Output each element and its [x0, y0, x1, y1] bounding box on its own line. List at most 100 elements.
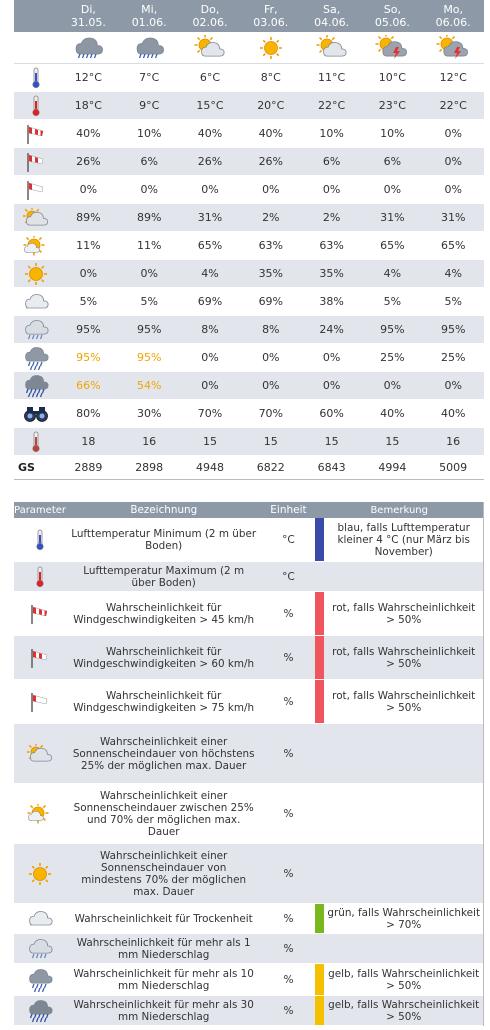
legend-row: Wahrscheinlichkeit für Windgeschwindigke…	[14, 680, 483, 724]
legend-remark	[324, 562, 483, 591]
partly-sunny-icon	[27, 803, 53, 824]
legend-icon-cell	[14, 910, 66, 928]
value-cell: 35%	[319, 267, 344, 280]
legend-icon-cell	[14, 603, 66, 625]
value-cell: 30%	[136, 407, 162, 420]
value-cell: 69%	[197, 295, 223, 308]
rain-cloud-icon	[71, 35, 105, 61]
legend-color-bar	[315, 964, 325, 995]
gs-row: GS 2889 2898 4948 6822 6843 4994 5009	[14, 456, 484, 480]
value-cell: 10°C	[378, 71, 406, 84]
windsock-45-icon	[29, 603, 51, 625]
value-cell: 2%	[262, 211, 280, 224]
legend-remark: rot, falls Wahrscheinlichkeit > 50%	[332, 645, 476, 670]
legend-header-bezeichnung: Bezeichnung	[130, 504, 198, 516]
day-header: Fr, 03.06.	[240, 0, 301, 32]
value-cell: 15°C	[196, 99, 224, 112]
weather-icon-cell	[423, 34, 484, 61]
weather-icon-cell	[362, 34, 423, 61]
day-header: Di, 31.05.	[58, 0, 119, 32]
legend-row: Lufttemperatur Minimum (2 m über Boden) °…	[14, 518, 483, 562]
legend-row: Wahrscheinlichkeit für Trockenheit% grün,…	[14, 904, 483, 934]
value-cell: 40%	[440, 407, 466, 420]
thermometer-blue-icon	[31, 67, 41, 89]
forecast-row: 12°C 7°C 6°C 8°C 11°C 10°C 12°C	[14, 64, 484, 92]
legend-description: Lufttemperatur Minimum (2 m über Boden)	[71, 527, 257, 552]
value-cell: 0%	[262, 351, 280, 364]
day-name: Mo,	[443, 3, 464, 16]
value-cell: 89%	[136, 211, 162, 224]
value-cell: 15	[202, 435, 217, 448]
forecast-row: 18°C 9°C 15°C 20°C 22°C 23°C 22°C	[14, 92, 484, 120]
forecast-row: 11% 11% 65% 63% 63% 65% 65%	[14, 232, 484, 260]
legend-remark: rot, falls Wahrscheinlichkeit > 50%	[332, 689, 476, 714]
value-cell: 65%	[197, 239, 223, 252]
light-rain-icon	[26, 938, 54, 960]
value-cell: 12°C	[74, 71, 102, 84]
forecast-row: 95% 95% 0% 0% 0% 25% 25%	[14, 344, 484, 372]
value-cell: 9°C	[139, 99, 160, 112]
legend-remark	[324, 724, 483, 783]
legend-remark-cell: blau, falls Lufttemperatur kleiner 4 °C …	[315, 518, 483, 561]
value-cell: 31%	[197, 211, 223, 224]
legend-row: Wahrscheinlichkeit für Windgeschwindigke…	[14, 592, 483, 636]
day-name: Fr,	[264, 3, 278, 16]
legend-color-bar	[315, 636, 325, 679]
legend-unit: %	[283, 747, 294, 760]
legend-row: Wahrscheinlichkeit für mehr als 1 mm Nie…	[14, 934, 483, 964]
day-name: Do,	[200, 3, 220, 16]
legend-remark	[324, 934, 483, 963]
day-header: So, 05.06.	[362, 0, 423, 32]
value-cell: 8%	[201, 323, 219, 336]
header-spacer	[14, 0, 58, 32]
row-icon-cell	[14, 92, 58, 119]
value-cell: 95%	[76, 323, 101, 336]
sun-cloud-icon	[193, 34, 227, 61]
value-cell: 0%	[201, 351, 219, 364]
forecast-row: 89% 89% 31% 2% 2% 31% 31%	[14, 204, 484, 232]
legend-icon-cell	[14, 566, 66, 588]
legend-color-bar	[315, 934, 324, 963]
legend-remark: gelb, falls Wahrscheinlichkeit > 50%	[328, 967, 480, 992]
legend-icon-cell	[14, 803, 66, 824]
legend-unit: %	[283, 607, 294, 620]
day-date: 04.06.	[314, 16, 350, 29]
value-cell: 95%	[76, 351, 101, 364]
row-icon-cell	[14, 344, 58, 371]
cloudy-sun-icon	[23, 207, 49, 228]
legend-remark-cell: gelb, falls Wahrscheinlichkeit > 50%	[315, 996, 483, 1025]
sun-icon	[28, 862, 51, 885]
dry-cloud-icon	[26, 910, 54, 928]
legend-icon-cell	[14, 938, 66, 960]
gs-value-cell: 4948	[195, 461, 224, 474]
rain-30mm-icon	[26, 999, 54, 1023]
rain-30mm-icon	[22, 374, 50, 398]
legend-description: Wahrscheinlichkeit für mehr als 10 mm Ni…	[73, 967, 254, 992]
weather-icon-row	[14, 32, 484, 64]
legend-remark	[324, 784, 483, 843]
sun-icon	[25, 262, 47, 285]
legend-header-einheit: Einheit	[270, 504, 307, 516]
value-cell: 31%	[380, 211, 405, 224]
day-name: Sa,	[322, 3, 341, 16]
value-cell: 0%	[383, 379, 402, 392]
forecast-row: 66% 54% 0% 0% 0% 0% 0%	[14, 372, 484, 400]
dry-cloud-icon	[22, 293, 50, 311]
legend-remark-cell	[315, 934, 483, 963]
value-cell: 10%	[319, 127, 344, 140]
row-icon-cell	[14, 120, 58, 147]
day-name: Mi,	[141, 3, 158, 16]
value-cell: 35%	[258, 267, 284, 280]
legend-row: Wahrscheinlichkeit einer Sonnenscheindau…	[14, 784, 483, 844]
light-rain-icon	[22, 319, 50, 341]
legend-description: Wahrscheinlichkeit einer Sonnenscheindau…	[73, 789, 254, 838]
value-cell: 80%	[76, 407, 101, 420]
day-header: Do, 02.06.	[180, 0, 241, 32]
value-cell: 6%	[322, 155, 341, 168]
legend-header-bemerkung: Bemerkung	[370, 504, 428, 516]
value-cell: 4%	[444, 267, 462, 280]
weather-icon-cell	[58, 35, 119, 61]
value-cell: 26%	[76, 155, 101, 168]
value-cell: 15	[263, 435, 278, 448]
value-cell: 18°C	[74, 99, 102, 112]
